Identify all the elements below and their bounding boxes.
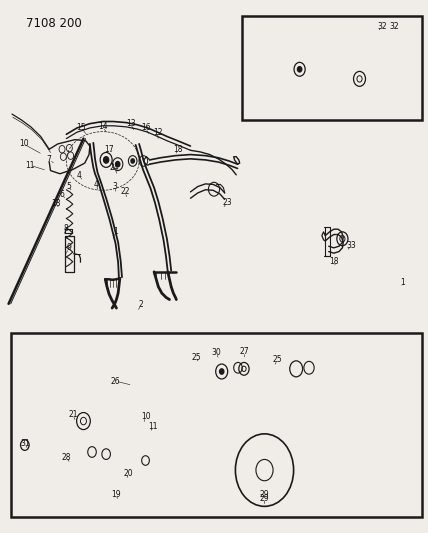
Text: 7108 200: 7108 200 [26,17,81,30]
Text: 9: 9 [66,244,71,252]
Text: 24: 24 [110,164,119,172]
Circle shape [131,159,134,163]
FancyBboxPatch shape [11,333,422,517]
Text: 19: 19 [111,490,120,499]
Text: 13: 13 [126,119,135,128]
Text: 16: 16 [141,124,150,132]
Text: 14: 14 [98,123,107,131]
Text: 15: 15 [77,124,86,132]
Text: 32: 32 [377,22,386,31]
Text: 26: 26 [111,377,120,385]
Text: 33: 33 [346,241,356,249]
Text: 12: 12 [153,128,162,136]
Text: 30: 30 [211,349,221,357]
Circle shape [297,67,302,72]
Text: 27: 27 [239,348,249,356]
Text: 29: 29 [260,494,269,503]
Circle shape [116,161,120,167]
Circle shape [220,369,224,374]
Text: 23: 23 [222,198,232,207]
Text: 18: 18 [173,145,182,154]
Text: 6: 6 [59,190,65,199]
Text: 18: 18 [51,199,60,208]
Text: 20: 20 [124,469,133,478]
Text: 29: 29 [260,490,269,498]
Text: 31: 31 [21,439,30,448]
Text: 3: 3 [112,182,117,191]
Text: 1: 1 [400,278,405,287]
Text: 8: 8 [64,224,69,232]
Text: 4: 4 [77,172,82,180]
Text: 4: 4 [94,180,99,189]
Text: 11: 11 [25,161,35,169]
Text: 25: 25 [191,353,201,361]
Text: 5: 5 [66,182,71,191]
Text: 1: 1 [113,228,118,236]
Circle shape [104,157,109,163]
Text: 22: 22 [120,188,130,196]
Text: 18: 18 [329,257,339,265]
FancyBboxPatch shape [242,16,422,120]
Text: 11: 11 [149,422,158,431]
Text: 28: 28 [62,453,71,462]
Text: 32: 32 [389,22,398,31]
Text: 10: 10 [19,140,28,148]
Text: 17: 17 [104,145,114,154]
Text: 2: 2 [139,301,144,309]
Text: 21: 21 [68,410,77,419]
Text: 25: 25 [273,356,282,364]
Text: 7: 7 [47,156,52,164]
Text: 10: 10 [141,413,150,421]
